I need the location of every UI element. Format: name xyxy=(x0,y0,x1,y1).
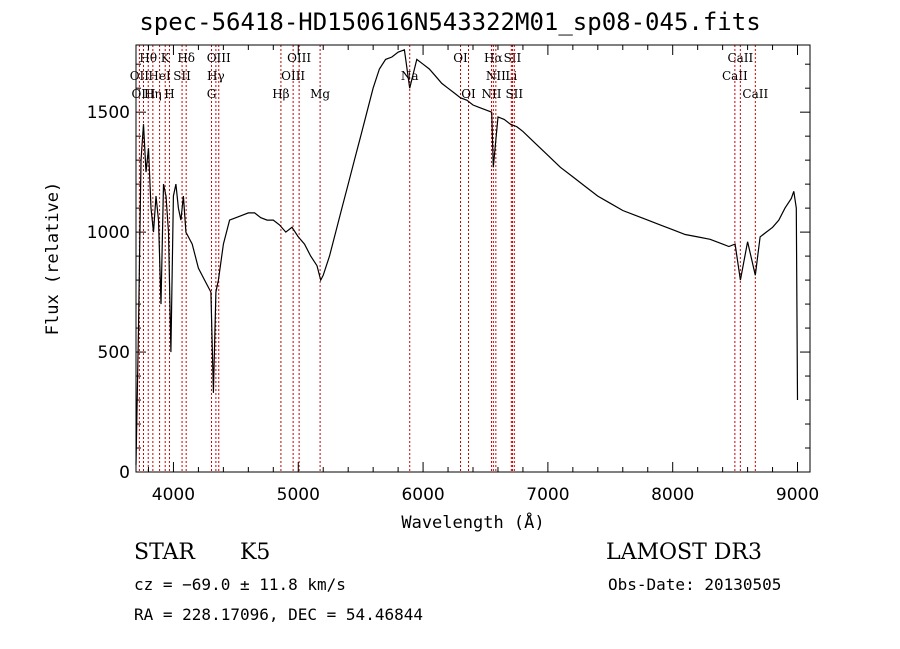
line-label-4: HeI xyxy=(148,69,171,83)
line-label-10: Hγ xyxy=(207,69,225,83)
line-label-13: OIII xyxy=(281,69,305,83)
chart-title: spec-56418-HD150616N543322M01_sp08-045.f… xyxy=(139,8,761,36)
line-label-16: Na xyxy=(401,69,419,83)
x-tick-label-2: 6000 xyxy=(401,485,444,505)
line-label-7: SII xyxy=(173,69,191,83)
line-label-3: Hη xyxy=(144,87,162,101)
y-tick-label-2: 1000 xyxy=(87,223,130,243)
line-label-26: CaII xyxy=(727,51,753,65)
plot-frame xyxy=(135,44,811,473)
y-axis-label: Flux (relative) xyxy=(43,182,63,336)
x-tick-label-3: 7000 xyxy=(526,485,569,505)
line-label-14: OIII xyxy=(287,51,311,65)
line-label-23: SII xyxy=(504,51,522,65)
line-label-12: Hβ xyxy=(272,87,289,101)
redshift-cz: cz = −69.0 ± 11.8 km/s xyxy=(134,575,346,594)
y-tick-label-0: 0 xyxy=(119,463,130,483)
line-label-17: OI xyxy=(453,51,468,65)
line-label-0: OII xyxy=(130,69,150,83)
line-label-21: NII xyxy=(486,69,506,83)
line-label-5: K xyxy=(161,51,171,65)
line-label-6: H xyxy=(164,87,174,101)
line-label-15: Mg xyxy=(310,87,330,101)
line-label-24: SII xyxy=(505,87,523,101)
line-label-2: Hθ xyxy=(139,51,157,65)
line-label-9: G xyxy=(207,87,217,101)
x-axis-label: Wavelength (Å) xyxy=(401,511,544,533)
line-label-20: Hα xyxy=(484,51,503,65)
line-label-18: OI xyxy=(461,87,476,101)
spectral-subclass: K5 xyxy=(240,540,271,565)
survey-label: LAMOST DR3 xyxy=(606,540,762,565)
coordinates: RA = 228.17096, DEC = 54.46844 xyxy=(134,605,423,624)
object-class: STAR xyxy=(134,540,195,565)
line-label-8: Hδ xyxy=(177,51,195,65)
obs-date: Obs-Date: 20130505 xyxy=(608,575,782,594)
y-tick-label-1: 500 xyxy=(98,343,130,363)
line-label-27: CaII xyxy=(742,87,768,101)
line-label-19: NII xyxy=(481,87,501,101)
y-tick-label-3: 1500 xyxy=(87,103,130,123)
line-label-22: Li xyxy=(505,69,517,83)
line-label-11: OIII xyxy=(207,51,231,65)
x-tick-label-1: 5000 xyxy=(277,485,320,505)
x-tick-label-4: 8000 xyxy=(651,485,694,505)
line-label-25: CaII xyxy=(722,69,748,83)
spectrum-line xyxy=(135,48,799,465)
line-label-1: OIII xyxy=(131,87,155,101)
x-tick-label-0: 4000 xyxy=(152,485,195,505)
x-tick-label-5: 9000 xyxy=(776,485,819,505)
